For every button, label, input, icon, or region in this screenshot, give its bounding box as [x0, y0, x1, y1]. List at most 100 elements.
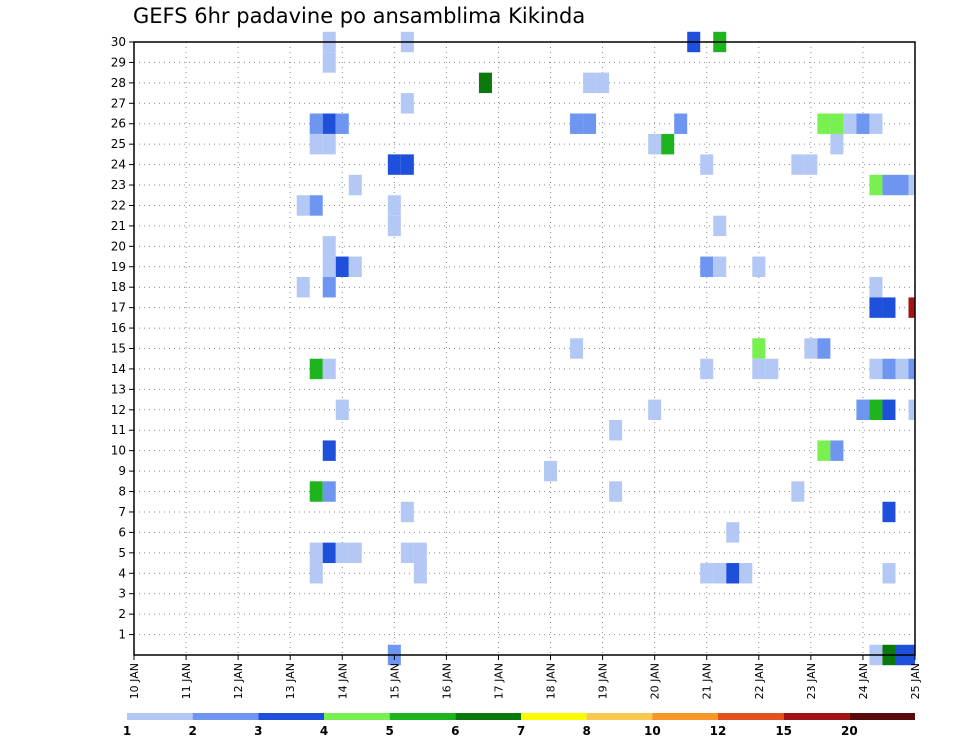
heatmap-cell [309, 113, 323, 134]
colorbar-label: 5 [385, 724, 393, 738]
colorbar-segment [389, 713, 456, 720]
y-tick-label: 20 [111, 239, 126, 253]
x-tick-label: 14 JAN [336, 663, 349, 699]
heatmap-cell [661, 133, 675, 155]
y-tick-label: 1 [118, 628, 126, 642]
heatmap-cell [400, 542, 414, 564]
chart-title: GEFS 6hr padavine po ansamblima Kikinda [133, 4, 586, 28]
y-tick-label: 11 [111, 423, 126, 437]
heatmap-cell [700, 358, 714, 380]
heatmap-cell [322, 256, 336, 277]
heatmap-cell [726, 522, 740, 543]
y-tick-label: 16 [111, 321, 126, 335]
colorbar-segment [455, 713, 521, 720]
y-tick-label: 26 [111, 117, 126, 131]
heatmap-cell [817, 440, 831, 461]
heatmap-cell [309, 195, 323, 216]
colorbar-segment [127, 713, 193, 720]
heatmap-cell [830, 440, 844, 461]
heatmap-cell [674, 113, 688, 134]
heatmap-cell [882, 399, 896, 421]
heatmap-cell [309, 358, 323, 380]
colorbar-label: 12 [710, 724, 727, 738]
heatmap-cell [908, 358, 915, 380]
y-tick-label: 15 [111, 342, 126, 356]
y-tick-label: 22 [111, 198, 126, 212]
heatmap-cell [752, 338, 766, 359]
heatmap-cell [296, 276, 310, 298]
heatmap-cell [882, 501, 896, 523]
x-tick-label: 11 JAN [180, 663, 193, 699]
heatmap-cell [478, 72, 492, 94]
heatmap-cell [296, 195, 310, 216]
y-tick-label: 13 [111, 382, 126, 396]
y-tick-label: 17 [111, 301, 126, 315]
heatmap-cell [544, 460, 558, 482]
colorbar-segment [258, 713, 324, 720]
heatmap-cell [700, 154, 714, 175]
y-tick-label: 5 [118, 546, 126, 560]
heatmap-cell [335, 113, 349, 134]
heatmap-cell [309, 481, 323, 502]
heatmap-cell [322, 52, 336, 73]
heatmap-cell [570, 338, 584, 359]
y-tick-label: 4 [118, 566, 126, 580]
x-tick-label: 16 JAN [440, 663, 453, 699]
heatmap-cell [713, 256, 727, 277]
heatmap-cell [882, 174, 896, 196]
x-tick-label: 23 JAN [805, 663, 818, 699]
heatmap-cell [400, 93, 414, 114]
heatmap-cell [322, 133, 336, 155]
colorbar-label: 10 [644, 724, 661, 738]
x-tick-label: 21 JAN [701, 663, 714, 699]
heatmap-cell [869, 399, 883, 421]
heatmap-cell [596, 72, 610, 94]
heatmap-cell [570, 113, 584, 134]
heatmap-cell [348, 542, 362, 564]
x-tick-label: 22 JAN [753, 663, 766, 699]
colorbar-segment [849, 713, 915, 720]
x-tick-label: 20 JAN [649, 663, 662, 699]
heatmap-cell [908, 297, 915, 318]
heatmap-cell [609, 420, 623, 441]
colorbar-label: 8 [582, 724, 590, 738]
heatmap-cell [335, 399, 349, 421]
heatmap-cell [322, 440, 336, 461]
y-tick-label: 27 [111, 96, 126, 110]
y-tick-label: 23 [111, 178, 126, 192]
y-tick-label: 18 [111, 280, 126, 294]
heatmap-cell [908, 174, 915, 196]
colorbar-label: 7 [517, 724, 525, 738]
colorbar-segment [324, 713, 390, 720]
heatmap-cell [322, 358, 336, 380]
heatmap-cell [726, 563, 740, 584]
y-tick-label: 28 [111, 76, 126, 90]
colorbar-label: 1 [123, 724, 131, 738]
x-tick-label: 19 JAN [597, 663, 610, 699]
x-tick-label: 12 JAN [232, 663, 245, 699]
heatmap-cell [817, 113, 831, 134]
heatmap-cell [869, 297, 883, 318]
heatmap-cell [713, 563, 727, 584]
heatmap-cell [322, 481, 336, 502]
colorbar-segment [652, 713, 718, 720]
heatmap-cell [400, 154, 414, 175]
heatmap-cell [908, 399, 915, 421]
heatmap-cell [648, 399, 662, 421]
heatmap-cell [752, 256, 766, 277]
colorbar-label: 20 [841, 724, 858, 738]
x-tick-label: 18 JAN [545, 663, 558, 699]
heatmap-cell [348, 174, 362, 196]
heatmap-cell [895, 174, 909, 196]
heatmap-cell [400, 501, 414, 523]
colorbar-segment [521, 713, 587, 720]
heatmap-cell [309, 563, 323, 584]
heatmap-cell [869, 358, 883, 380]
heatmap-cell [804, 154, 818, 175]
y-tick-label: 14 [111, 362, 126, 376]
heatmap-cell [791, 481, 805, 502]
heatmap-cell [843, 113, 857, 134]
colorbar-segment [783, 713, 850, 720]
heatmap-cell [830, 133, 844, 155]
colorbar-label: 3 [254, 724, 262, 738]
